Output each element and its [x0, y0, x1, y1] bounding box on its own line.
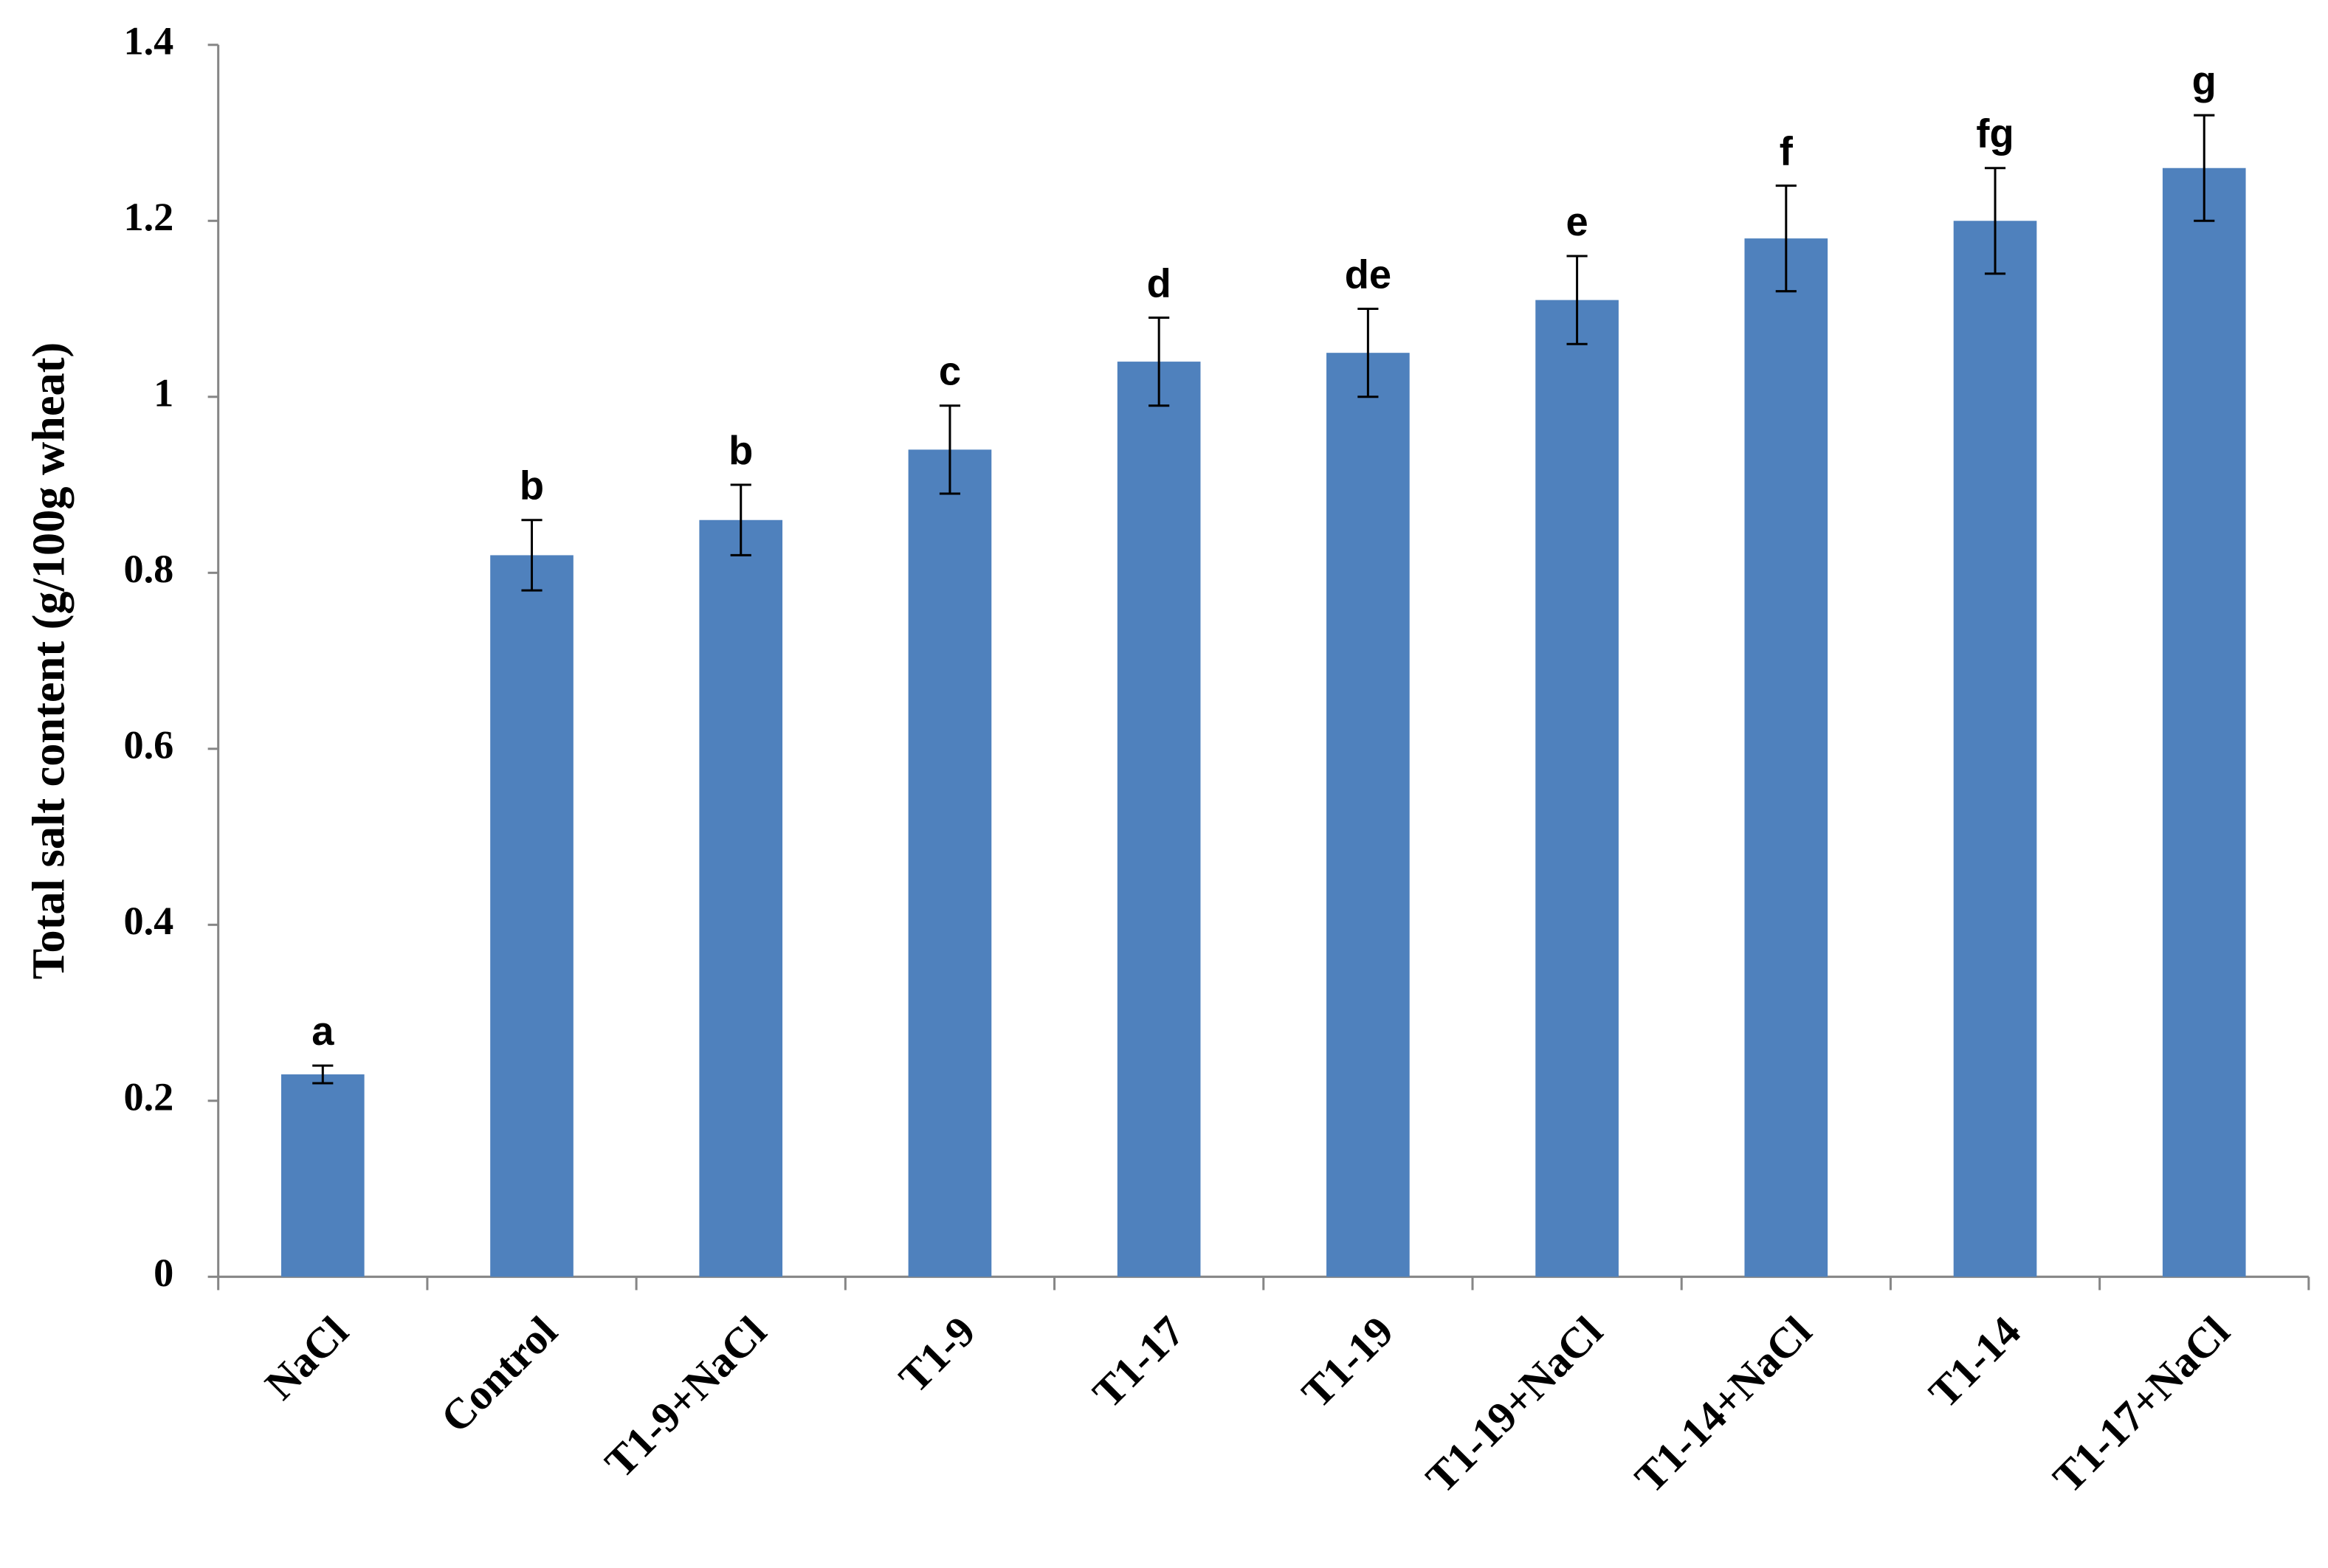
y-tick-label: 0.8: [123, 547, 173, 591]
significance-letter: de: [1345, 252, 1391, 297]
significance-letter: c: [939, 349, 961, 394]
error-bar: [1984, 167, 2006, 275]
significance-letter: d: [1147, 260, 1171, 305]
significance-letter: e: [1566, 199, 1588, 244]
bar: [908, 449, 992, 1277]
y-tick-label: 0.2: [123, 1074, 173, 1119]
y-tick-label: 1.2: [123, 195, 173, 239]
bar: [490, 555, 574, 1277]
error-bar: [1357, 308, 1379, 398]
x-tick-label: T1-14+NaCl: [1625, 1307, 1820, 1502]
x-tick-label: T1-17: [1084, 1307, 1194, 1417]
error-bar: [939, 404, 961, 495]
y-tick-label: 1.4: [123, 18, 173, 63]
y-tick-label: 0.6: [123, 722, 173, 767]
x-tick-label: T1-14: [1920, 1307, 2030, 1417]
x-tick-label: Control: [432, 1307, 567, 1442]
x-tick-label: T1-9: [889, 1307, 984, 1401]
bar: [1326, 353, 1410, 1277]
error-bar: [1775, 184, 1797, 293]
bar: [2162, 167, 2246, 1277]
y-tick-label: 0.4: [123, 899, 173, 943]
significance-letter: fg: [1976, 111, 2014, 156]
x-tick-label: T1-9+NaCl: [596, 1307, 776, 1487]
bar: [699, 519, 783, 1277]
error-bar: [2194, 114, 2215, 222]
y-axis-title: Total salt content (g/100g wheat): [24, 342, 75, 980]
bar: [280, 1074, 365, 1277]
bar: [1953, 221, 2037, 1277]
x-tick-label: T1-19+NaCl: [1416, 1307, 1611, 1502]
error-bar: [521, 519, 543, 592]
error-bar: [1566, 255, 1588, 345]
significance-letter: f: [1780, 128, 1794, 173]
error-bar: [1148, 316, 1170, 407]
y-tick-label: 0: [154, 1251, 173, 1295]
bar: [1117, 362, 1201, 1277]
significance-letter: a: [311, 1009, 334, 1054]
significance-letter: b: [520, 463, 544, 508]
significance-letter: b: [729, 428, 753, 473]
bar: [1535, 300, 1619, 1277]
x-tick-label: T1-19: [1292, 1307, 1402, 1417]
x-tick-label: T1-17+NaCl: [2044, 1307, 2239, 1502]
error-bar: [312, 1064, 334, 1085]
x-tick-label: NaCl: [255, 1307, 357, 1409]
significance-letter: g: [2192, 58, 2217, 103]
y-tick-label: 1: [154, 370, 173, 415]
bar: [1744, 238, 1828, 1277]
error-bar: [730, 483, 751, 556]
